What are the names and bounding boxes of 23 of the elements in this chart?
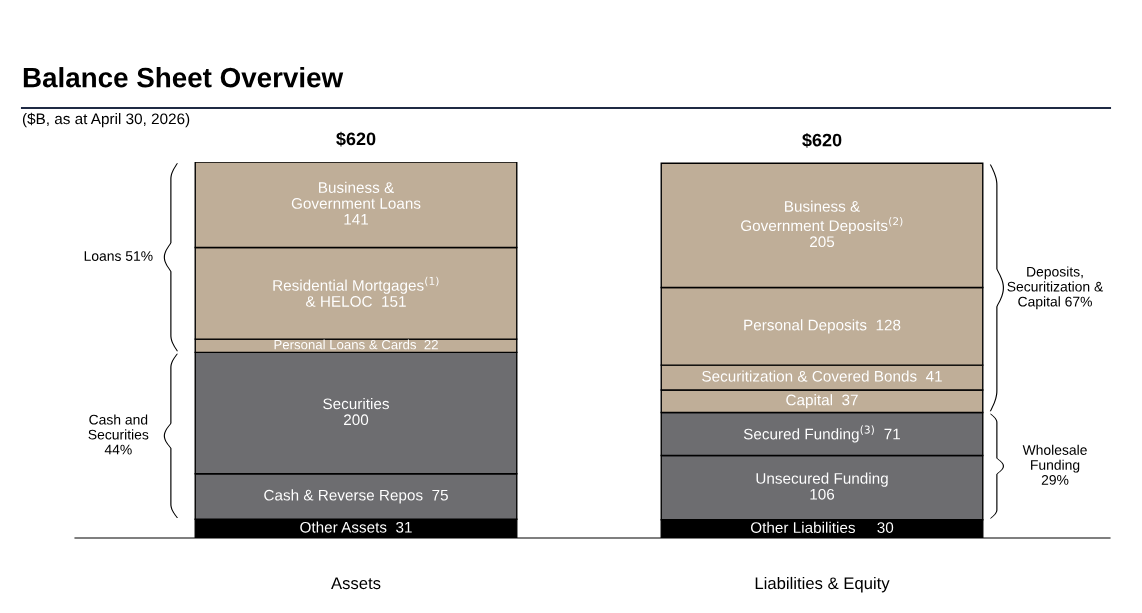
chart-subtitle: ($B, as at April 30, 2026) xyxy=(22,112,190,128)
chart-title: Balance Sheet Overview xyxy=(23,67,344,88)
data-label: Securitization & Covered Bonds 41 xyxy=(702,370,942,382)
text: Residential Mortgages$^{(1)}$ & HELOC 151 xyxy=(273,276,439,307)
data-label: Unsecured Funding 106 xyxy=(756,472,888,500)
text: Business & Government Deposits$^{(2)}$ 205 xyxy=(741,200,903,248)
data-label: Other Assets 31 xyxy=(300,521,412,533)
data-label: Other Liabilities 30 xyxy=(750,521,894,533)
total-label: $620 xyxy=(336,131,376,147)
total-label: $620 xyxy=(802,132,842,148)
data-label: Personal Deposits 128 xyxy=(744,319,901,334)
annotation: Loans 51% xyxy=(84,251,153,261)
data-label: Cash & Reverse Repos 75 xyxy=(264,489,448,504)
data-label: Secured Funding$^{(3)}$ 71 xyxy=(743,425,900,443)
annotation: Wholesale Funding 29% xyxy=(1022,444,1087,485)
data-label: Business & Government Loans 141 xyxy=(291,181,421,225)
annotation: Deposits, Securitization & Capital 67% xyxy=(1007,266,1104,310)
data-label: Personal Loans & Cards 22 xyxy=(274,339,438,350)
annotation: Cash and Securities 44% xyxy=(88,414,149,455)
data-label: Capital 37 xyxy=(786,394,858,409)
x-tick-label: Assets xyxy=(331,577,381,590)
x-tick-label: Liabilities & Equity xyxy=(755,576,890,593)
data-label: Securities 200 xyxy=(323,398,389,426)
